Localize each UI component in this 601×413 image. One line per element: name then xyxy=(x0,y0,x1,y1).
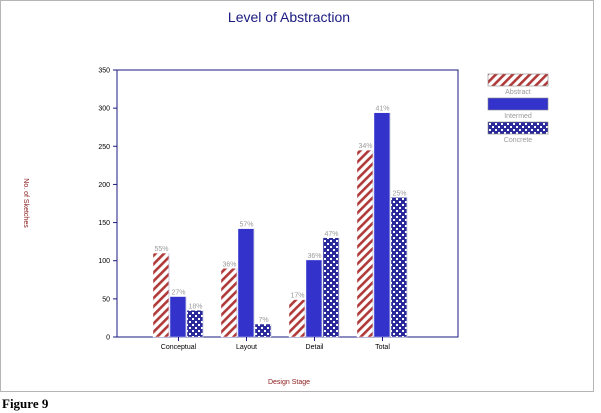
bar-percent-label: 25% xyxy=(392,190,406,197)
legend-label-intermed: Intermed xyxy=(504,113,532,120)
bar-percent-label: 41% xyxy=(375,106,389,113)
y-tick-label: 50 xyxy=(102,296,110,303)
y-tick-label: 0 xyxy=(106,335,110,342)
bar-intermed-total xyxy=(373,112,391,338)
bar-intermed-layout xyxy=(237,228,255,338)
bar-percent-label: 7% xyxy=(258,317,268,324)
x-axis-label: Design Stage xyxy=(268,379,310,386)
x-tick-label: Total xyxy=(375,344,390,351)
bar-percent-label: 47% xyxy=(324,231,338,238)
bar-abstract-layout xyxy=(220,268,238,338)
bar-percent-labels: 55% 27%18% 36% 57% 7% 17% 36% 47% 34% 41% 25% xyxy=(154,106,406,324)
legend-label-abstract: Abstract xyxy=(505,89,531,96)
x-axis-tick-labels: Conceptual Layout Detail Total xyxy=(161,337,390,351)
y-axis-ticks: 0 50 100 150 200 250 300 350 xyxy=(98,68,117,342)
bar-abstract-conceptual xyxy=(152,252,170,338)
chart-title: Level of Abstraction xyxy=(228,9,350,25)
bar-intermed-detail xyxy=(305,259,323,338)
plot-area-border xyxy=(116,69,459,338)
bar-percent-label: 34% xyxy=(358,143,372,150)
y-tick-label: 300 xyxy=(98,106,110,113)
bar-concrete-detail xyxy=(322,237,340,338)
bar-concrete-total xyxy=(390,197,408,338)
bar-percent-label: 36% xyxy=(222,261,236,268)
bars-group xyxy=(152,112,408,338)
bar-percent-label: 57% xyxy=(239,222,253,229)
legend: Abstract Intermed Concrete xyxy=(487,73,549,144)
x-tick-label: Conceptual xyxy=(161,344,197,351)
y-tick-label: 150 xyxy=(98,220,110,227)
y-axis-label: No. of Sketches xyxy=(22,178,29,228)
bar-percent-label: 17% xyxy=(290,293,304,300)
legend-swatch-intermed xyxy=(487,97,549,111)
legend-label-concrete: Concrete xyxy=(504,137,533,144)
bar-percent-label: 55% xyxy=(154,246,168,253)
x-tick-label: Layout xyxy=(236,344,257,351)
bar-intermed-conceptual xyxy=(169,296,187,338)
bar-percent-label: 18% xyxy=(188,303,202,310)
y-tick-label: 100 xyxy=(98,258,110,265)
y-tick-label: 200 xyxy=(98,182,110,189)
bar-percent-label: 27% xyxy=(171,290,185,297)
bar-abstract-total xyxy=(356,149,374,338)
bar-abstract-detail xyxy=(288,299,306,338)
x-tick-label: Detail xyxy=(306,344,324,351)
y-tick-label: 350 xyxy=(98,68,110,75)
bar-concrete-conceptual xyxy=(186,310,204,338)
chart-svg: Level of Abstraction 0 50 100 150 200 250 300 3… xyxy=(22,9,549,386)
bar-percent-label: 36% xyxy=(307,253,321,260)
bar-concrete-layout xyxy=(254,323,272,338)
legend-swatch-abstract xyxy=(487,73,549,87)
legend-swatch-concrete xyxy=(487,121,549,135)
figure-caption: Figure 9 xyxy=(2,396,49,411)
y-tick-label: 250 xyxy=(98,144,110,151)
